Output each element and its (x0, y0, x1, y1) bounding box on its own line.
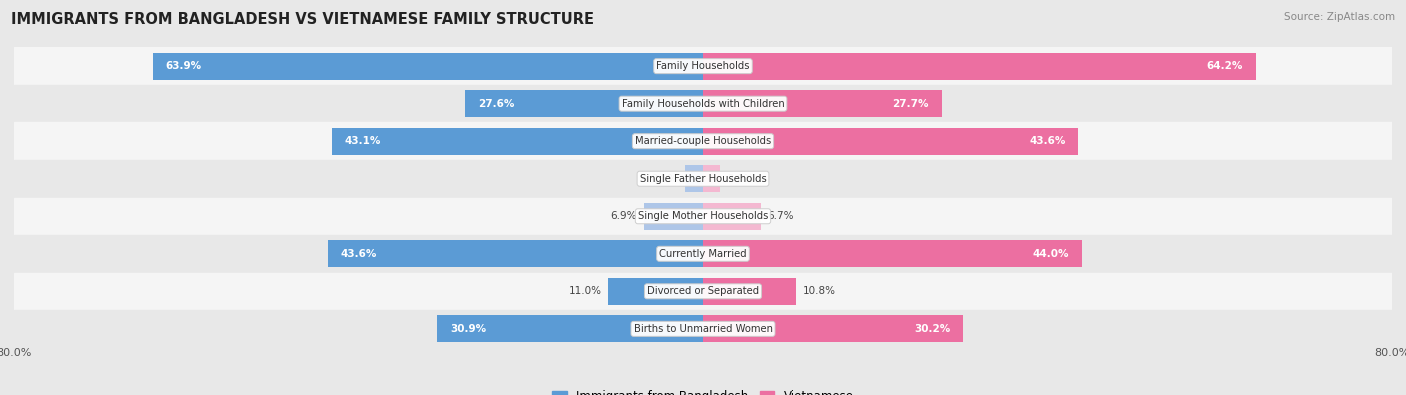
Text: 2.1%: 2.1% (651, 174, 678, 184)
Text: 10.8%: 10.8% (803, 286, 837, 296)
Text: 43.6%: 43.6% (1029, 136, 1066, 146)
Bar (14, 198, 1392, 235)
Text: Family Households with Children: Family Households with Children (621, 99, 785, 109)
Text: 63.9%: 63.9% (166, 61, 201, 71)
Text: 64.2%: 64.2% (1206, 61, 1243, 71)
Text: 43.1%: 43.1% (344, 136, 381, 146)
Text: Births to Unmarried Women: Births to Unmarried Women (634, 324, 772, 334)
Text: Married-couple Households: Married-couple Households (636, 136, 770, 146)
Text: 27.6%: 27.6% (478, 99, 515, 109)
Bar (14, 122, 1392, 160)
Bar (703, 90, 942, 117)
Bar (703, 128, 1078, 155)
Bar (465, 90, 703, 117)
Text: Single Father Households: Single Father Households (640, 174, 766, 184)
Bar (14, 310, 1392, 348)
Bar (328, 240, 703, 267)
Legend: Immigrants from Bangladesh, Vietnamese: Immigrants from Bangladesh, Vietnamese (548, 385, 858, 395)
Text: Family Households: Family Households (657, 61, 749, 71)
Bar (703, 315, 963, 342)
Text: Divorced or Separated: Divorced or Separated (647, 286, 759, 296)
Text: 30.2%: 30.2% (914, 324, 950, 334)
Bar (14, 273, 1392, 310)
Text: 6.7%: 6.7% (768, 211, 794, 221)
Bar (14, 85, 1392, 122)
Text: 80.0%: 80.0% (1374, 348, 1406, 357)
Bar (14, 160, 1392, 198)
Bar (153, 53, 703, 80)
Text: 2.0%: 2.0% (727, 174, 754, 184)
Bar (703, 203, 761, 230)
Text: 43.6%: 43.6% (340, 249, 377, 259)
Text: 30.9%: 30.9% (450, 324, 486, 334)
Bar (14, 47, 1392, 85)
Text: Source: ZipAtlas.com: Source: ZipAtlas.com (1284, 12, 1395, 22)
Bar (14, 235, 1392, 273)
Bar (609, 278, 703, 305)
Text: 44.0%: 44.0% (1032, 249, 1069, 259)
Bar (437, 315, 703, 342)
Text: Currently Married: Currently Married (659, 249, 747, 259)
Bar (703, 165, 720, 192)
Text: 27.7%: 27.7% (893, 99, 928, 109)
Bar (703, 53, 1256, 80)
Bar (644, 203, 703, 230)
Bar (685, 165, 703, 192)
Bar (703, 240, 1083, 267)
Bar (332, 128, 703, 155)
Text: Single Mother Households: Single Mother Households (638, 211, 768, 221)
Text: 6.9%: 6.9% (610, 211, 637, 221)
Text: 80.0%: 80.0% (0, 348, 32, 357)
Bar (703, 278, 796, 305)
Text: 11.0%: 11.0% (568, 286, 602, 296)
Text: IMMIGRANTS FROM BANGLADESH VS VIETNAMESE FAMILY STRUCTURE: IMMIGRANTS FROM BANGLADESH VS VIETNAMESE… (11, 12, 595, 27)
